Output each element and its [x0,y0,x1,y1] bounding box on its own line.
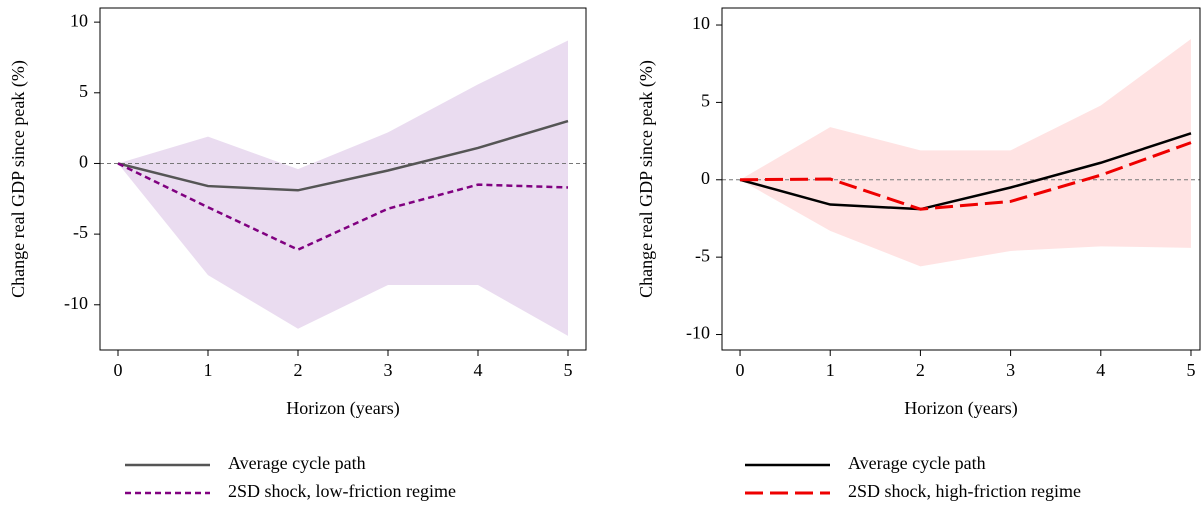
y-tick-label: 10 [692,13,710,33]
legend-label: Average cycle path [848,453,986,473]
confidence-band [740,38,1191,267]
plot-frame [99,7,587,351]
series-line [117,162,569,252]
y-tick-label: 0 [79,152,88,172]
x-tick-label: 0 [114,360,123,380]
y-tick-label: -5 [695,245,710,265]
y-tick-label: 5 [79,81,88,101]
x-tick-label: 4 [1096,360,1105,380]
y-tick-label: 5 [701,91,710,111]
x-tick-label: 2 [916,360,925,380]
legend-label: Average cycle path [228,453,366,473]
x-tick-label: 2 [294,360,303,380]
legend-label: 2SD shock, high-friction regime [848,481,1081,501]
x-tick-label: 3 [1006,360,1015,380]
x-axis-label: Horizon (years) [286,398,399,419]
x-tick-label: 5 [1186,360,1195,380]
x-tick-label: 4 [474,360,483,380]
plot-frame [721,7,1201,351]
y-tick-label: 0 [701,168,710,188]
x-tick-label: 3 [384,360,393,380]
x-tick-label: 0 [736,360,745,380]
confidence-band [118,40,568,336]
x-tick-label: 5 [564,360,573,380]
x-tick-label: 1 [204,360,213,380]
legend-label: 2SD shock, low-friction regime [228,481,456,501]
y-tick-label: -5 [73,222,88,242]
y-tick-label: -10 [686,323,710,343]
x-axis-label: Horizon (years) [904,398,1017,419]
y-tick-label: 10 [70,10,88,30]
y-tick-label: -10 [64,293,88,313]
series-line [739,132,1192,211]
series-line [117,119,569,192]
y-axis-label: Change real GDP since peak (%) [636,60,657,298]
y-axis-label: Change real GDP since peak (%) [8,60,29,298]
series-line [740,141,1192,211]
x-tick-label: 1 [826,360,835,380]
